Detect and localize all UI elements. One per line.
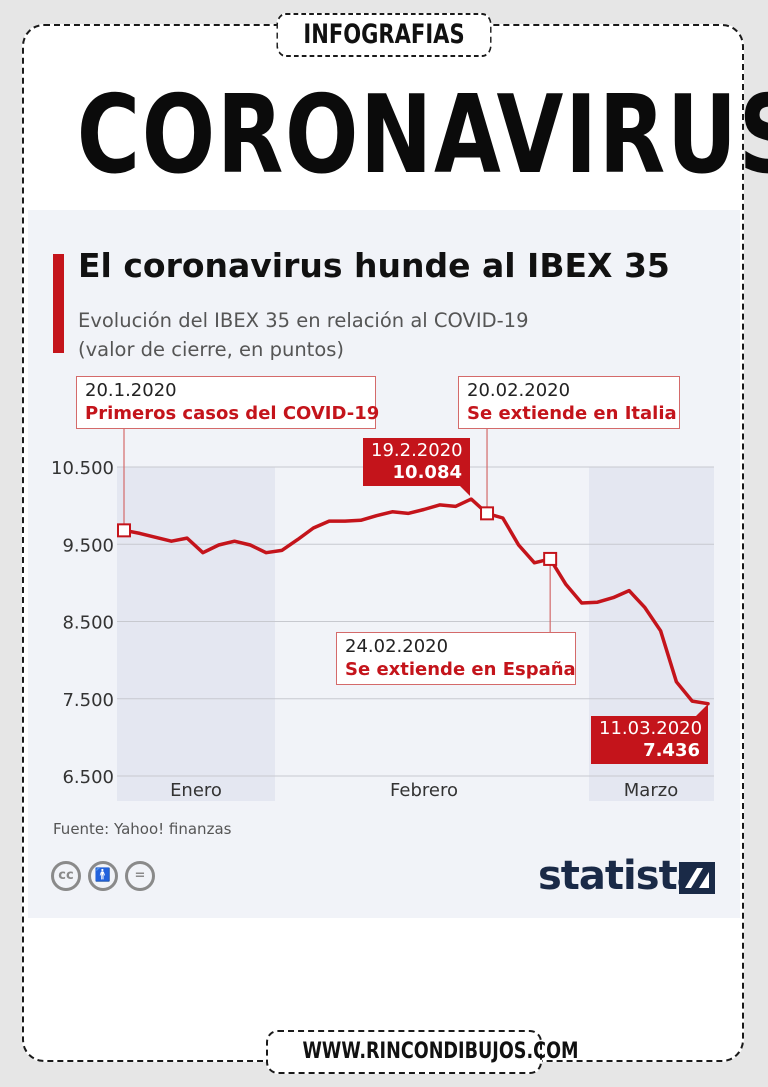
value-label-box: 11.03.2020 7.436 — [591, 716, 708, 764]
annotation-event: Primeros casos del COVID-19 — [85, 403, 380, 424]
y-tick-label: 10.500 — [51, 458, 114, 479]
annotation-date: 20.1.2020 — [85, 380, 177, 401]
website-url-tag: WWW.RINCONDIBUJOS.COM — [266, 1030, 579, 1074]
x-month-label: Marzo — [624, 780, 678, 801]
attribution-icon: 🚹 — [88, 861, 118, 891]
source-note: Fuente: Yahoo! finanzas — [53, 820, 232, 838]
value-label-date: 19.2.2020 — [371, 440, 463, 461]
x-month-label: Febrero — [390, 780, 458, 801]
title-accent-bar — [53, 254, 64, 353]
annotation-marker — [543, 551, 558, 566]
value-label-box: 19.2.2020 10.084 — [363, 438, 470, 486]
no-derivatives-icon: = — [125, 861, 155, 891]
month-band-enero — [117, 467, 275, 801]
annotation-callout: 24.02.2020 Se extiende en España — [336, 632, 576, 685]
y-tick-label: 8.500 — [62, 613, 114, 634]
annotation-marker — [117, 523, 131, 538]
value-label-pointer — [458, 484, 470, 496]
y-tick-label: 9.500 — [62, 535, 114, 556]
x-month-label: Enero — [170, 780, 222, 801]
chart-title: El coronavirus hunde al IBEX 35 — [78, 246, 670, 285]
license-icons: cc 🚹 = — [51, 861, 162, 891]
annotation-marker — [480, 506, 495, 521]
value-label-number: 7.436 — [643, 740, 700, 761]
chart-subtitle: Evolución del IBEX 35 en relación al COV… — [78, 309, 529, 361]
y-tick-label: 7.500 — [62, 690, 114, 711]
ibex-series-line — [122, 497, 710, 706]
value-label-number: 10.084 — [392, 462, 462, 483]
statista-logo: statista — [538, 853, 704, 899]
annotation-date: 20.02.2020 — [467, 380, 571, 401]
annotation-event: Se extiende en España — [345, 659, 576, 680]
page-title: CORONAVIRUS — [76, 73, 768, 198]
annotation-date: 24.02.2020 — [345, 636, 449, 657]
value-label-date: 11.03.2020 — [599, 718, 703, 739]
annotation-callout: 20.02.2020 Se extiende en Italia — [458, 376, 680, 429]
value-label-pointer — [696, 704, 708, 716]
y-tick-label: 6.500 — [62, 767, 114, 788]
annotation-callout: 20.1.2020 Primeros casos del COVID-19 — [76, 376, 380, 429]
annotation-event: Se extiende en Italia — [467, 403, 677, 424]
cc-icon: cc — [51, 861, 81, 891]
statista-logo-icon — [679, 862, 715, 894]
infografias-tag: INFOGRAFIAS — [276, 13, 492, 57]
